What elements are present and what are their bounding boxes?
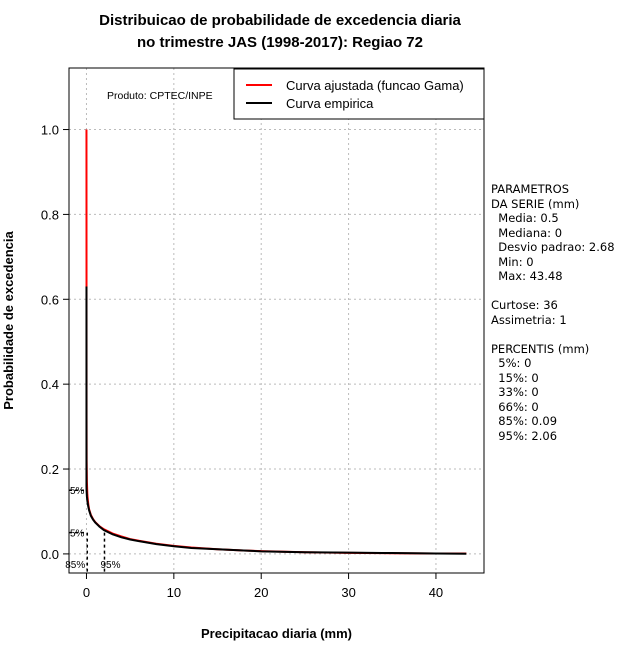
parameter-line: DA SERIE (mm) — [491, 196, 580, 211]
y-axis-label: Probabilidade de excedencia — [1, 231, 16, 410]
product-note: Produto: CPTEC/INPE — [107, 90, 213, 102]
parameter-line: PARAMETROS — [491, 182, 570, 196]
parameter-line: 95%: 2.06 — [491, 428, 558, 443]
x-tick-label: 10 — [167, 585, 181, 600]
y-tick-label: 1.0 — [41, 123, 59, 138]
parameter-line: 85%: 0.09 — [491, 414, 558, 428]
y-tick-label: 0.2 — [41, 462, 59, 477]
series-line — [85, 129, 467, 555]
y-tick-label: 0.0 — [41, 547, 59, 562]
grid — [69, 68, 484, 573]
percentile-label: 95% — [100, 560, 120, 571]
x-tick-label: 20 — [254, 585, 268, 600]
x-tick-label: 30 — [341, 585, 355, 600]
parameter-line: Assimetria: 1 — [491, 312, 567, 327]
x-tick-label: 40 — [429, 585, 443, 600]
chart-title-line-1: Distribuicao de probabilidade de exceden… — [99, 12, 461, 29]
parameter-line: PERCENTIS (mm) — [491, 341, 590, 356]
parameter-line — [491, 327, 615, 342]
series-parameters-panel: PARAMETROS DA SERIE (mm) Media: 0.5 Media… — [491, 182, 615, 443]
parameter-line: 5%: 0 — [491, 356, 532, 370]
percentile-label: 85% — [65, 560, 85, 571]
parameter-line: Media: 0.5 — [491, 211, 559, 225]
legend-entry: Curva empirica — [286, 96, 374, 111]
parameter-line: Max: 43.48 — [491, 269, 563, 283]
parameter-line: 66%: 0 — [491, 399, 539, 414]
parameter-line: Mediana: 0 — [491, 225, 563, 240]
chart-title-line-2: no trimestre JAS (1998-2017): Regiao 72 — [137, 34, 423, 51]
y-tick-label: 0.6 — [41, 292, 59, 307]
series-line — [85, 286, 467, 555]
x-tick-label: 0 — [83, 585, 90, 600]
y-tick-label: 0.8 — [41, 207, 59, 222]
axes: 0 10 20 30 40 0.0 0.2 0.4 0.6 0.8 1.0 — [41, 123, 443, 600]
parameter-line — [491, 284, 615, 299]
legend-box — [233, 68, 485, 120]
series-layer — [85, 129, 467, 555]
parameter-line: Desvio padrao: 2.68 — [491, 240, 615, 254]
plot-frame — [68, 67, 485, 574]
percentile-markers: 5% 5% 85% 95% — [65, 486, 121, 573]
parameter-line: 15%: 0 — [491, 370, 539, 385]
percentile-label: 5% — [70, 486, 85, 497]
percentile-label: 5% — [70, 529, 85, 540]
parameter-line: Min: 0 — [491, 254, 534, 269]
parameter-line: Curtose: 36 — [491, 298, 558, 312]
legend: Curva ajustada (funcao Gama) Curva empiri… — [233, 68, 485, 120]
x-axis-label: Precipitacao diaria (mm) — [201, 626, 352, 641]
y-tick-label: 0.4 — [41, 377, 59, 392]
parameter-line: 33%: 0 — [491, 385, 539, 399]
legend-entry: Curva ajustada (funcao Gama) — [286, 78, 464, 93]
